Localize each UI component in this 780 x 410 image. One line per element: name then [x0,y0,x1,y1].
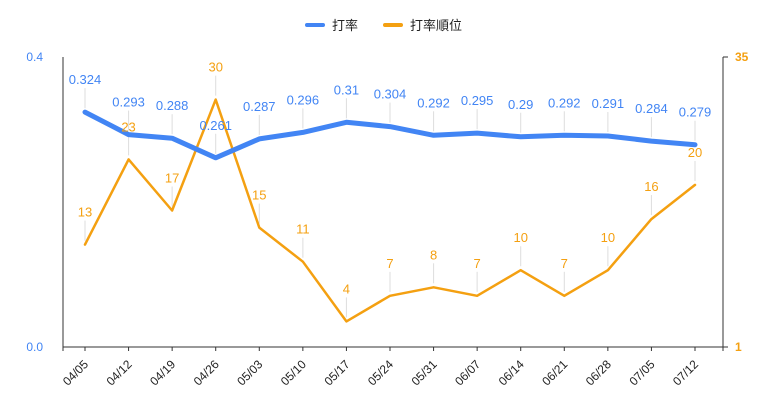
series-lines [82,98,698,323]
series-line-batting-rank [83,98,697,323]
data-label-0-4: 0.287 [243,99,276,114]
data-label-1-10: 10 [513,230,527,245]
x-tick-label-6: 05/17 [321,357,352,388]
y-right-tick-label-1: 1 [735,340,742,354]
data-label-1-1: 23 [121,119,135,134]
data-label-0-8: 0.292 [417,95,450,110]
x-tick-label-4: 05/03 [234,357,265,388]
data-label-1-3: 30 [208,60,222,75]
legend: 打率 打率順位 [305,18,462,34]
data-label-0-6: 0.31 [334,82,359,97]
data-label-1-11: 7 [561,256,568,271]
x-tick-label-0: 04/05 [60,357,91,388]
data-label-1-8: 8 [430,247,437,262]
x-tick-label-13: 07/05 [626,357,657,388]
x-tick-label-5: 05/10 [278,357,309,388]
data-label-0-1: 0.293 [112,95,145,110]
data-label-1-7: 7 [386,256,393,271]
data-label-0-12: 0.291 [592,96,625,111]
data-label-0-13: 0.284 [635,101,668,116]
y-left-tick-label-0: 0.4 [26,50,43,64]
y-left-tick-label-1: 0.0 [26,340,43,354]
data-labels: 0.324 0.293 0.288 0.261 0.287 0.296 0.31 0.304 0… [69,60,712,297]
data-label-0-11: 0.292 [548,95,581,110]
legend-label-1: 打率順位 [410,18,462,34]
data-label-1-0: 13 [78,205,92,220]
x-tick-label-2: 04/19 [147,357,178,388]
x-tick-label-8: 05/31 [409,357,440,388]
data-label-1-13: 16 [644,179,658,194]
x-tick-label-11: 06/21 [539,357,570,388]
data-label-1-5: 11 [296,222,310,237]
data-label-0-10: 0.29 [508,97,533,112]
x-tick-label-10: 06/14 [496,357,527,388]
data-label-1-2: 17 [165,171,179,186]
x-tick-label-12: 06/28 [583,357,614,388]
data-label-1-6: 4 [343,281,350,296]
data-label-0-3: 0.261 [199,118,232,133]
data-label-0-7: 0.304 [374,87,407,102]
data-label-1-9: 7 [474,256,481,271]
data-label-0-14: 0.279 [679,105,712,120]
x-tick-label-7: 05/24 [365,357,396,388]
data-label-1-4: 15 [252,188,266,203]
x-tick-label-14: 07/12 [670,357,701,388]
data-label-1-12: 10 [601,230,615,245]
y-right-tick-label-0: 35 [735,50,749,64]
series-line-batting-average [82,109,698,161]
label-leaders [84,75,696,318]
x-tick-label-1: 04/12 [104,357,135,388]
data-label-1-14: 20 [688,145,702,160]
data-label-0-2: 0.288 [156,98,189,113]
legend-label-0: 打率 [332,18,358,34]
data-label-0-9: 0.295 [461,93,494,108]
x-tick-label-3: 04/26 [191,357,222,388]
data-label-0-5: 0.296 [287,92,320,107]
data-label-0-0: 0.324 [69,72,102,87]
x-tick-label-9: 06/07 [452,357,483,388]
